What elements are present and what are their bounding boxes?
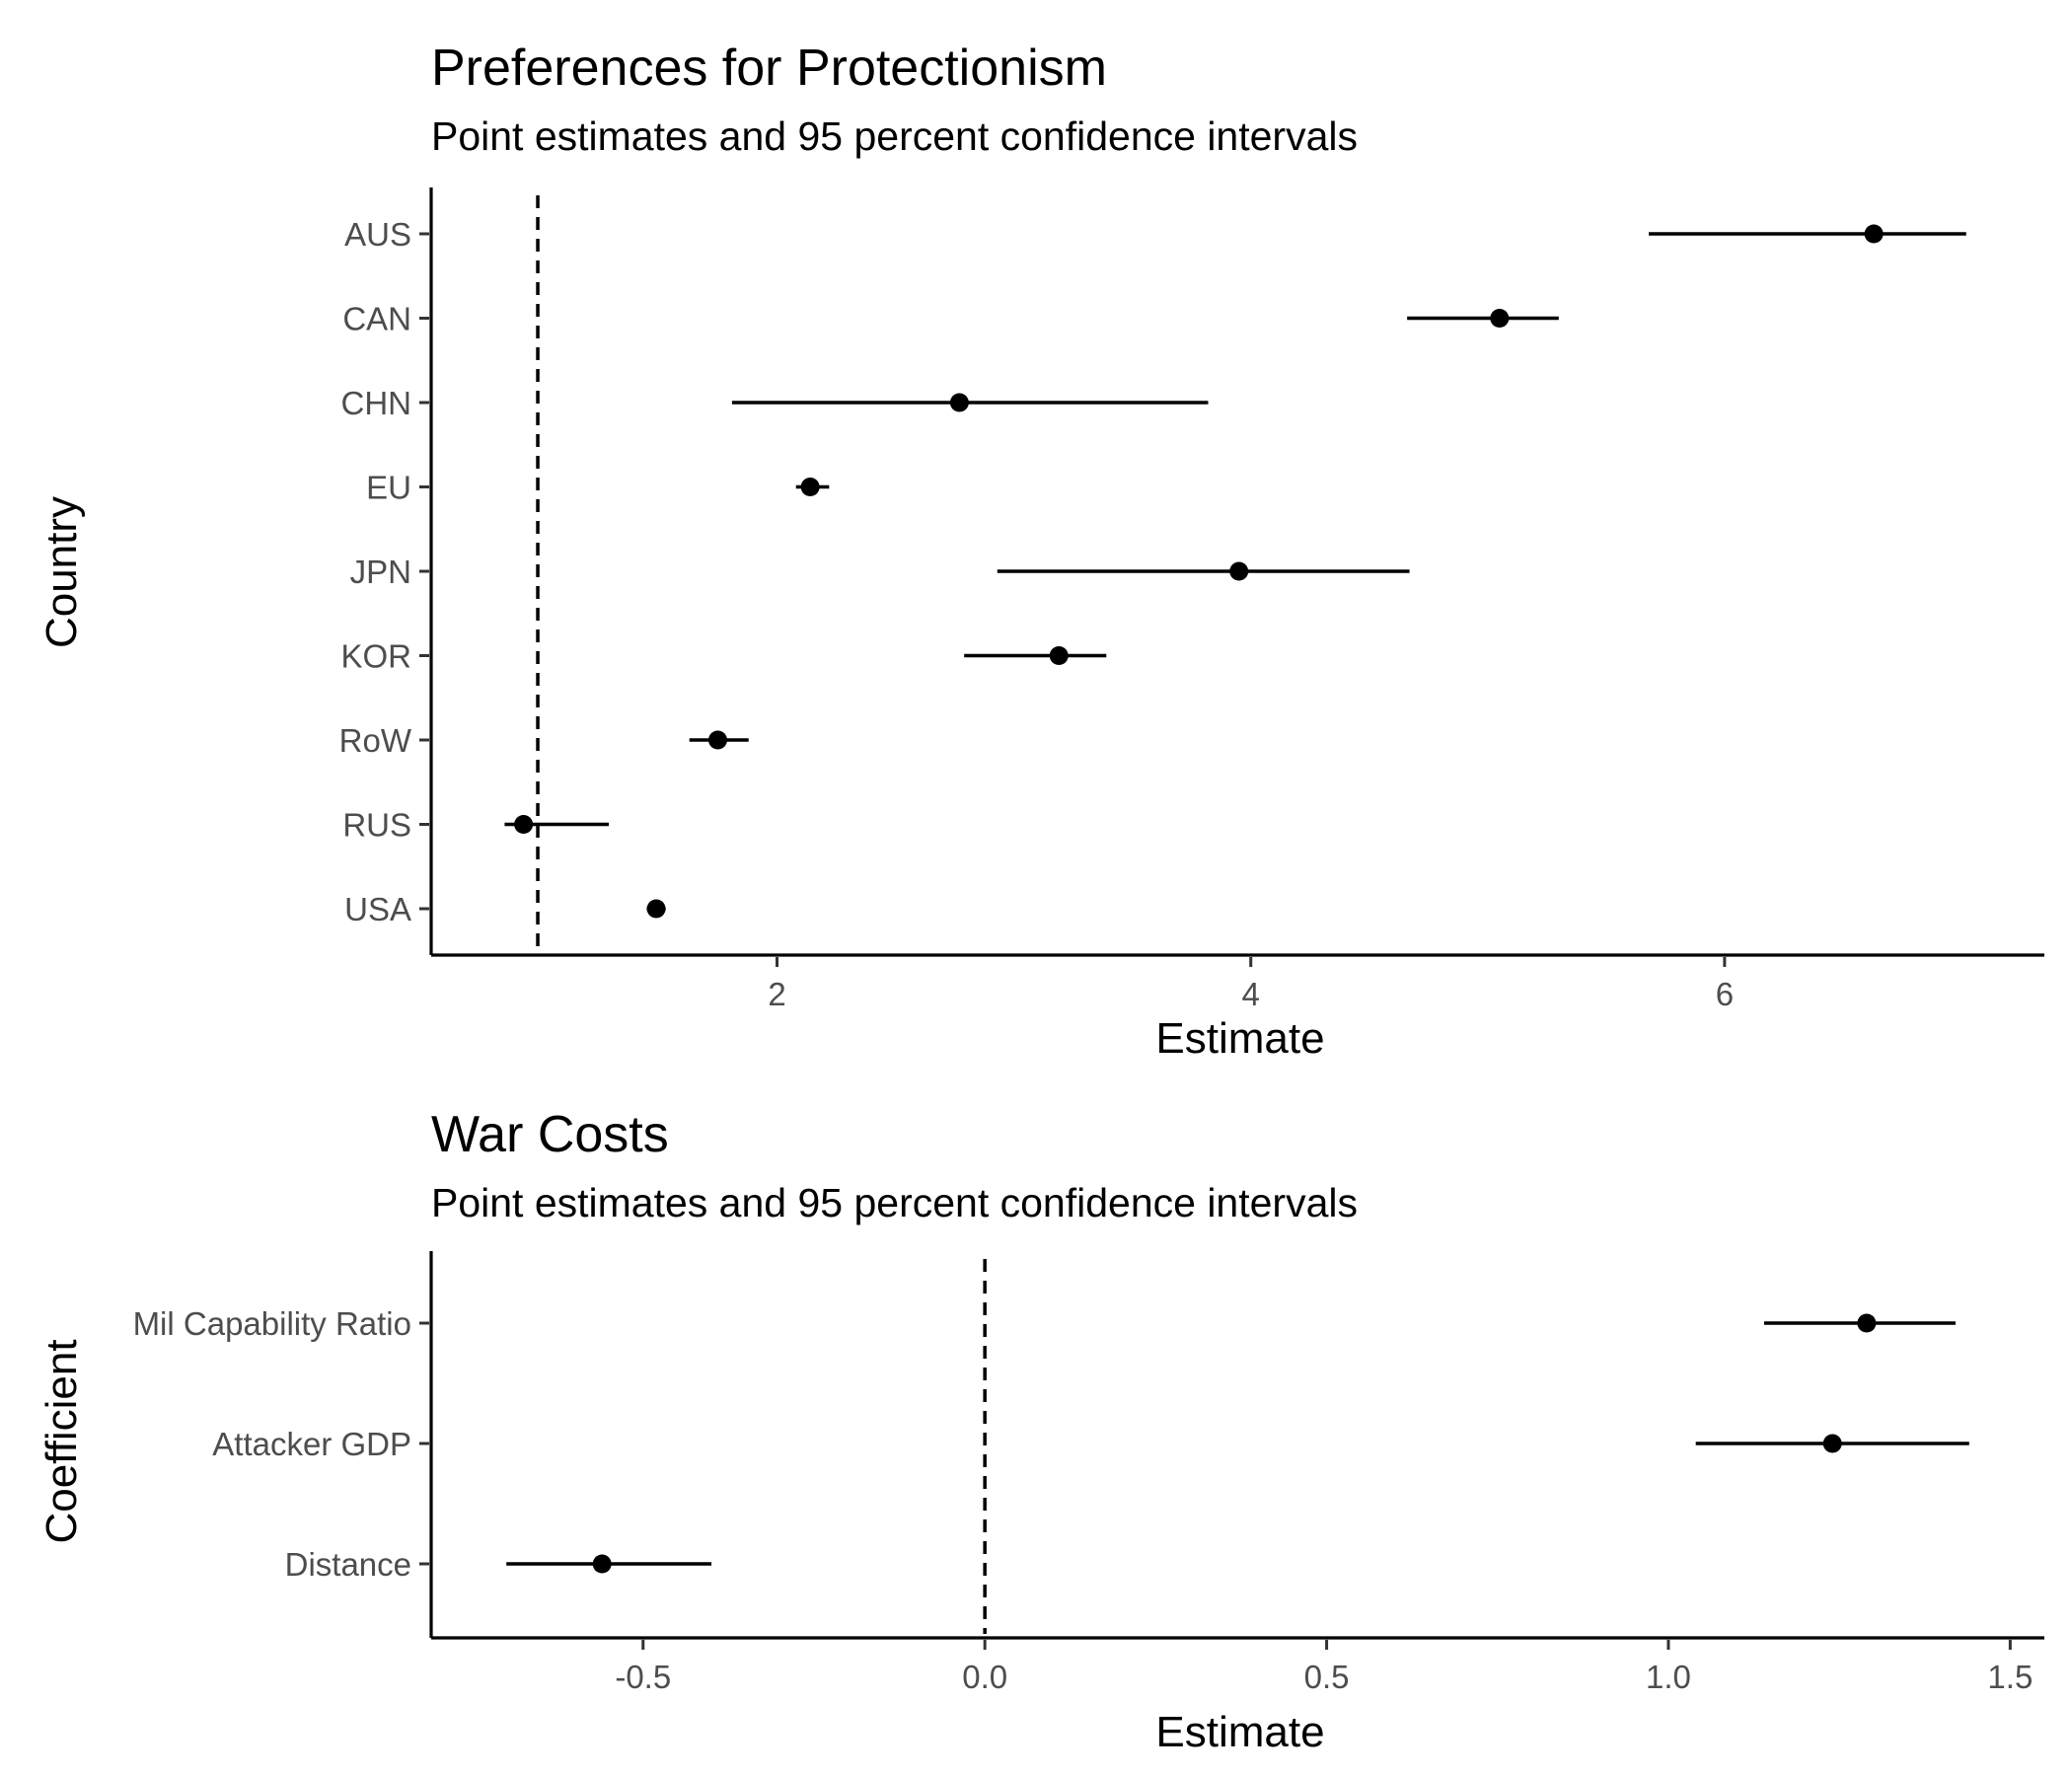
x-tick-label: 4 — [1242, 976, 1260, 1012]
panel-2-y-axis-title: Coefficient — [37, 1339, 86, 1543]
panel-2-x-axis-title: Estimate — [1155, 1708, 1324, 1756]
point-estimate — [1822, 1434, 1842, 1453]
y-tick-label: Mil Capability Ratio — [133, 1305, 411, 1342]
panel-1-y-axis-title: Country — [37, 496, 86, 648]
panel-1-subtitle: Point estimates and 95 percent confidenc… — [431, 113, 1358, 159]
x-tick-label: 2 — [768, 976, 785, 1012]
y-tick-label: CHN — [341, 385, 412, 421]
y-tick-label: CAN — [342, 301, 411, 337]
point-estimate — [1857, 1313, 1877, 1333]
y-tick-label: EU — [366, 470, 411, 506]
panel-2-subtitle: Point estimates and 95 percent confidenc… — [431, 1180, 1358, 1225]
point-estimate — [646, 899, 666, 919]
x-tick-label: 0.0 — [962, 1659, 1007, 1695]
x-tick-label: 0.5 — [1304, 1659, 1350, 1695]
point-estimate — [949, 393, 969, 412]
panel-1-title: Preferences for Protectionism — [431, 39, 1107, 97]
panel-war-costs: War Costs Point estimates and 95 percent… — [37, 1106, 2044, 1756]
point-estimate — [1864, 224, 1884, 244]
point-estimate — [708, 730, 728, 750]
x-tick-label: 6 — [1716, 976, 1734, 1012]
panel-2-plot-area: -0.5 0.0 0.5 1.0 1.5 Mil Capability Ratio Atta… — [133, 1251, 2044, 1695]
y-tick-label: JPN — [350, 554, 411, 590]
point-estimate — [800, 478, 820, 496]
point-estimate — [1229, 561, 1249, 581]
panel-1-x-axis-title: Estimate — [1155, 1014, 1324, 1063]
panel-protectionism: Preferences for Protectionism Point esti… — [37, 39, 2044, 1063]
y-tick-label: RUS — [342, 807, 411, 844]
point-estimate — [1049, 646, 1069, 665]
x-tick-label: 1.0 — [1646, 1659, 1691, 1695]
y-tick-label: Attacker GDP — [212, 1426, 411, 1462]
point-estimate — [514, 815, 534, 834]
panel-1-plot-area: 2 4 6 AUS CAN CHN EU JPN KOR RoW RUS USA — [339, 187, 2044, 1012]
y-tick-label: KOR — [340, 638, 411, 675]
x-tick-label: -0.5 — [615, 1659, 671, 1695]
y-tick-label: USA — [344, 891, 411, 927]
point-estimate — [1490, 309, 1510, 328]
y-tick-label: Distance — [285, 1546, 411, 1583]
point-estimate — [592, 1554, 612, 1574]
y-tick-label: RoW — [339, 722, 412, 759]
x-tick-label: 1.5 — [1987, 1659, 2033, 1695]
y-tick-label: AUS — [344, 216, 411, 253]
panel-2-title: War Costs — [431, 1106, 669, 1163]
